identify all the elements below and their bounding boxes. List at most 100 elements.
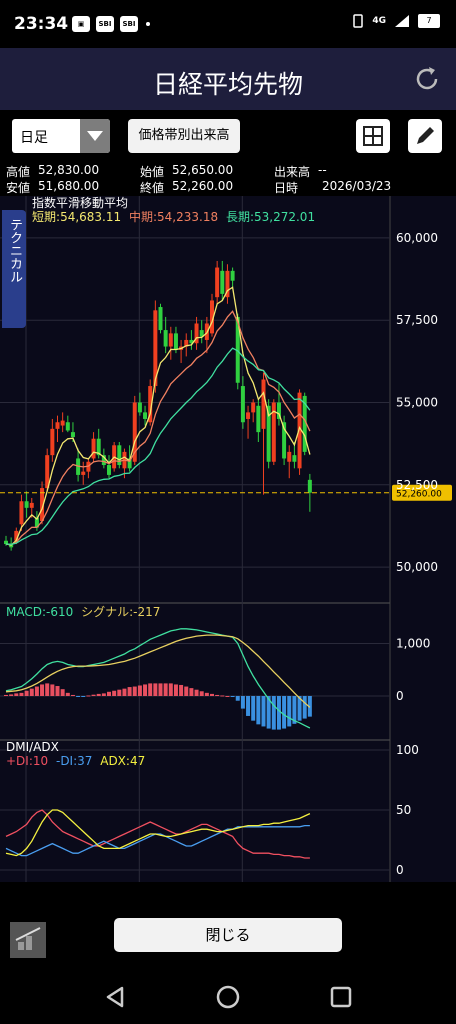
candle-body bbox=[65, 422, 70, 431]
volume-label: 出来高 bbox=[274, 165, 311, 179]
price-tick-label: 55,000 bbox=[396, 396, 438, 410]
candle-body bbox=[14, 530, 19, 541]
candle-body bbox=[96, 438, 101, 456]
high-label: 高値 bbox=[6, 165, 31, 179]
candle-body bbox=[158, 307, 163, 331]
candle-body bbox=[137, 402, 142, 413]
price-tick-label: 50,000 bbox=[396, 560, 438, 574]
plus-di-label: +DI:10 bbox=[6, 754, 48, 768]
macd-tick-label: 0 bbox=[396, 689, 404, 703]
candle-body bbox=[246, 412, 251, 419]
macd-histogram-bar bbox=[168, 683, 173, 696]
macd-histogram-bar bbox=[65, 692, 70, 696]
candle-body bbox=[148, 386, 153, 423]
close-button[interactable]: 閉じる bbox=[114, 918, 342, 952]
volume-value: -- bbox=[318, 163, 327, 177]
refresh-icon[interactable] bbox=[410, 62, 444, 96]
candle-body bbox=[230, 270, 235, 281]
macd-histogram-bar bbox=[55, 686, 60, 696]
macd-histogram-bar bbox=[297, 696, 302, 721]
candle-body bbox=[4, 540, 8, 545]
period-select[interactable]: 日足 bbox=[12, 119, 110, 153]
candle-body bbox=[50, 428, 55, 456]
candle-body bbox=[24, 501, 29, 508]
candle-body bbox=[302, 395, 307, 452]
minus-di-label: -DI:37 bbox=[56, 754, 92, 768]
candle-body bbox=[292, 455, 297, 462]
macd-histogram-bar bbox=[240, 696, 245, 709]
dmi-legend: +DI:10 -DI:37 ADX:47 bbox=[6, 754, 145, 768]
candle-body bbox=[287, 451, 292, 462]
pencil-icon bbox=[417, 127, 434, 144]
macd-histogram-bar bbox=[50, 684, 55, 696]
dmi-title: DMI/ADX bbox=[6, 740, 59, 754]
ema-short-line bbox=[5, 286, 311, 546]
macd-histogram-bar bbox=[143, 684, 148, 696]
candle-body bbox=[184, 339, 189, 347]
drawing-tool-button[interactable] bbox=[10, 922, 46, 958]
layout-grid-button[interactable] bbox=[356, 119, 390, 153]
home-icon[interactable] bbox=[213, 982, 243, 1012]
macd-histogram-bar bbox=[86, 695, 91, 697]
nav-bar bbox=[0, 974, 456, 1024]
ema-mid-value: 54,233.18 bbox=[157, 210, 218, 224]
candle-body bbox=[240, 386, 245, 423]
macd-line bbox=[5, 628, 311, 729]
signal-icon bbox=[395, 15, 409, 27]
candle-body bbox=[60, 420, 65, 426]
notification-dot-icon bbox=[146, 22, 150, 26]
line-icon: ▣ bbox=[72, 16, 90, 32]
recents-icon[interactable] bbox=[326, 982, 356, 1012]
date-tick-label: 03/02 bbox=[228, 880, 263, 882]
date-tick-label: 01/05 bbox=[12, 880, 47, 882]
dmi-tick-label: 0 bbox=[396, 863, 404, 877]
candle-body bbox=[81, 471, 86, 475]
datetime-label: 日時 bbox=[274, 181, 299, 195]
candle-body bbox=[153, 310, 158, 387]
macd-histogram-bar bbox=[215, 694, 220, 696]
macd-histogram-bar bbox=[112, 690, 117, 696]
macd-histogram-bar bbox=[70, 694, 75, 696]
technical-tab[interactable]: テクニカル bbox=[2, 210, 26, 328]
draw-button[interactable] bbox=[408, 119, 442, 153]
adx-line bbox=[5, 809, 311, 857]
chart-labels: 指数平滑移動平均 短期:54,683.11 中期:54,233.18 長期:53… bbox=[6, 196, 315, 768]
candle-body bbox=[143, 412, 148, 419]
price-chart-title: 指数平滑移動平均 bbox=[32, 196, 128, 210]
technical-tab-label: テクニカル bbox=[7, 218, 22, 283]
chevron-down-icon[interactable] bbox=[80, 119, 110, 153]
close-value: 52,260.00 bbox=[172, 179, 234, 193]
macd-histogram-bar bbox=[292, 696, 297, 724]
macd-histogram-bar bbox=[271, 696, 276, 730]
chart-grid bbox=[0, 196, 391, 882]
candle-body bbox=[107, 465, 111, 475]
macd-histogram-bar bbox=[246, 696, 251, 716]
macd-histogram-bar bbox=[9, 694, 14, 696]
macd-histogram-bar bbox=[34, 686, 39, 696]
macd-histogram-bar bbox=[199, 691, 204, 696]
macd-histogram-bar bbox=[76, 696, 81, 697]
macd-histogram-bar bbox=[122, 688, 127, 696]
volume-profile-button[interactable]: 価格帯別出来高 bbox=[128, 119, 240, 153]
bottom-bar: 閉じる bbox=[0, 898, 456, 974]
back-icon[interactable] bbox=[100, 982, 130, 1012]
candle-body bbox=[40, 488, 45, 521]
macd-histogram-bar bbox=[282, 696, 287, 729]
datetime-value: 2026/03/23 bbox=[322, 179, 392, 193]
macd-histogram-bar bbox=[173, 684, 178, 696]
macd-histogram-bar bbox=[24, 690, 29, 696]
price-tick-label: 57,500 bbox=[396, 313, 438, 327]
high-value: 52,830.00 bbox=[38, 163, 100, 177]
chart-area[interactable]: 52,260.00 60,000 57,500 55,000 52,500 50,000… bbox=[0, 196, 456, 882]
candle-body bbox=[117, 445, 122, 466]
macd-histogram-bar bbox=[189, 688, 194, 696]
macd-histogram-bar bbox=[19, 692, 24, 696]
candle-body bbox=[132, 402, 137, 462]
macd-histogram-bar bbox=[266, 696, 271, 729]
dmi-tick-label: 100 bbox=[396, 743, 419, 757]
macd-histogram-bar bbox=[204, 692, 209, 696]
price-tick-label: 60,000 bbox=[396, 231, 438, 245]
date-tick-label: 02/02 bbox=[125, 880, 160, 882]
macd-histogram-bar bbox=[45, 683, 50, 696]
macd-chart bbox=[4, 628, 312, 730]
